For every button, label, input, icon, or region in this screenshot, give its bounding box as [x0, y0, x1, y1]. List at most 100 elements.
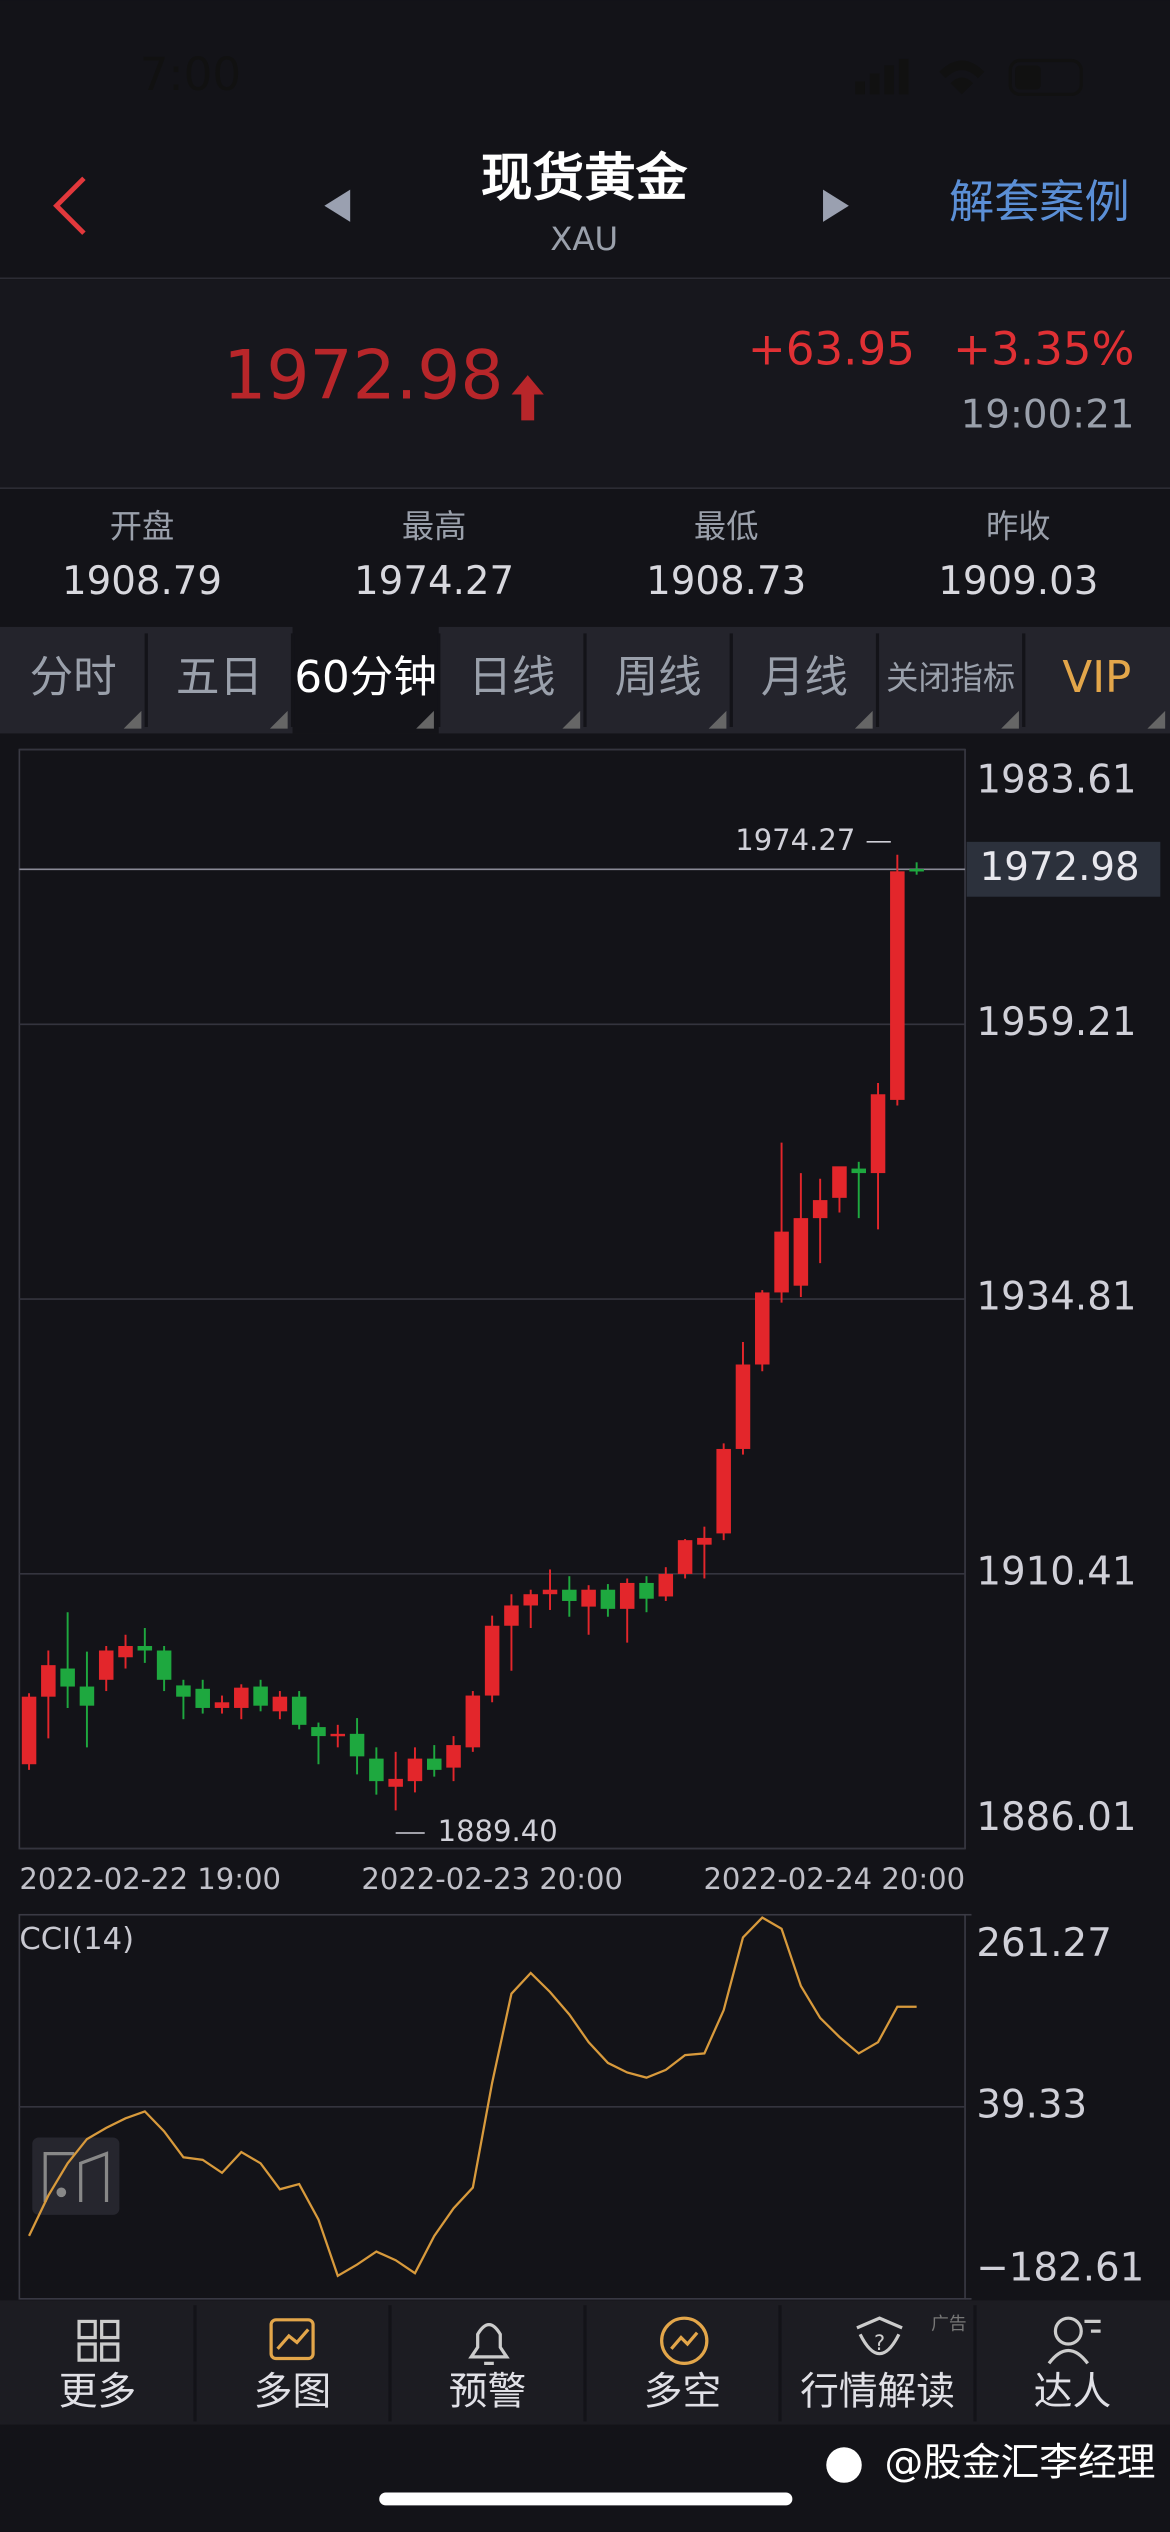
candle-body	[619, 1582, 635, 1609]
price: 1972.98	[223, 336, 503, 415]
code: XAU	[550, 220, 618, 258]
quote-panel	[0, 279, 1170, 489]
stats: 开盘 1908.79 最高 1974.27 最低 1908.73 昨收 1909.03	[62, 507, 1098, 603]
stat-label: 昨收	[986, 507, 1051, 545]
next-button[interactable]	[823, 189, 849, 222]
candle-body	[369, 1758, 384, 1782]
candle-body	[137, 1646, 153, 1651]
svg-text:?: ?	[874, 2331, 885, 2355]
tab-corner	[123, 710, 142, 729]
prev-button[interactable]	[324, 189, 351, 222]
candle-body	[774, 1231, 789, 1293]
cci-tick-label: 261.27	[976, 1921, 1111, 1966]
candle-body	[330, 1733, 346, 1737]
candle-body	[41, 1665, 56, 1697]
x-tick-label: 2022-02-22 19:00	[19, 1862, 281, 1896]
candle-body	[98, 1650, 114, 1680]
tab[interactable]: 五日	[176, 653, 263, 703]
x-tick-label: 2022-02-23 20:00	[361, 1862, 623, 1896]
nav-item[interactable]: 行情解读	[800, 2370, 955, 2415]
candle-body	[426, 1758, 442, 1770]
status-time: 7:00	[140, 48, 241, 101]
candle-body	[909, 869, 924, 872]
candle-body	[504, 1605, 519, 1626]
stat-label: 最低	[694, 507, 759, 545]
stat-value: 1908.79	[62, 559, 222, 604]
candle-body	[716, 1448, 731, 1534]
tab[interactable]: 周线	[615, 653, 702, 703]
candle-body	[639, 1582, 654, 1599]
candle-body	[793, 1218, 809, 1286]
candle-body	[176, 1685, 191, 1697]
stat-value: 1974.27	[354, 559, 514, 604]
watermark-logo	[826, 2447, 862, 2483]
tab-corner	[854, 710, 873, 729]
cci-title: CCI(14)	[19, 1922, 134, 1957]
nav-item[interactable]: 预警	[449, 2370, 526, 2415]
min-label: 1889.40	[438, 1814, 558, 1848]
stat-label: 开盘	[110, 507, 175, 545]
nav-item[interactable]: 达人	[1034, 2370, 1111, 2415]
candle-body	[349, 1733, 365, 1757]
stat-value: 1908.73	[646, 559, 806, 604]
tab[interactable]: 月线	[761, 653, 848, 703]
candle-body	[195, 1688, 210, 1708]
tab-corner	[562, 710, 581, 729]
max-label: 1974.27	[735, 823, 855, 857]
candle-body	[735, 1364, 751, 1449]
candle-body	[484, 1625, 500, 1696]
y-tick-label: 1959.21	[976, 1000, 1136, 1045]
tab[interactable]: 分时	[30, 653, 117, 703]
nav-labels: 更多 多图 预警 多空 行情解读 达人	[59, 2305, 1111, 2422]
title: 现货黄金	[481, 149, 688, 209]
x-tick-label: 2022-02-24 20:00	[703, 1862, 965, 1896]
tab-corner	[708, 710, 727, 729]
candle-body	[523, 1594, 538, 1606]
back-button[interactable]	[53, 176, 86, 235]
tab-corner	[416, 710, 434, 729]
candle-body	[311, 1727, 326, 1737]
nav-item[interactable]: 更多	[59, 2370, 136, 2415]
candle-body	[214, 1702, 230, 1708]
header-action[interactable]: 解套案例	[949, 176, 1130, 229]
quote-time: 19:00:21	[961, 393, 1135, 438]
candle-body	[156, 1650, 172, 1680]
ad-badge: 广告	[931, 2314, 967, 2335]
candle-body	[465, 1695, 481, 1748]
tab[interactable]: 日线	[468, 653, 555, 703]
candle-body	[407, 1758, 423, 1782]
candle-body	[870, 1094, 886, 1174]
tab[interactable]: VIP	[1062, 653, 1131, 703]
stat-value: 1909.03	[938, 559, 1098, 604]
candle-body	[832, 1166, 847, 1198]
tab[interactable]: 关闭指标	[886, 659, 1015, 697]
stat-label: 最高	[402, 507, 467, 545]
candle-body	[600, 1589, 616, 1609]
tabs: 分时 五日 60分钟 日线 周线 月线 关闭指标 VIP	[30, 626, 1166, 734]
change-pct: +3.35%	[953, 323, 1134, 376]
tab-corner	[269, 710, 288, 729]
nav-icons: ?	[77, 2316, 1101, 2365]
y-tick-label: 1910.41	[976, 1549, 1136, 1594]
y-tick-label: 1983.61	[976, 757, 1136, 802]
chart-tool-icon[interactable]	[32, 2137, 120, 2215]
candle-body	[697, 1537, 712, 1545]
nav-item[interactable]: 多空	[644, 2370, 721, 2415]
candle-body	[21, 1696, 37, 1765]
y-tick-label: 1934.81	[976, 1275, 1136, 1320]
candle-body	[677, 1540, 693, 1574]
cci-tick-label: −182.61	[976, 2245, 1144, 2290]
home-indicator	[379, 2492, 793, 2506]
tab-active-bg	[292, 626, 439, 734]
last-price-tag	[966, 841, 1161, 897]
watermark: @股金汇李经理	[884, 2441, 1155, 2486]
up-arrow	[511, 375, 544, 421]
tab[interactable]: 60分钟	[294, 653, 437, 703]
nav-item[interactable]: 多图	[254, 2370, 331, 2415]
candle-body	[542, 1589, 558, 1595]
candle-body	[60, 1668, 75, 1687]
candle-body	[446, 1745, 461, 1768]
change: +63.95	[748, 323, 915, 376]
